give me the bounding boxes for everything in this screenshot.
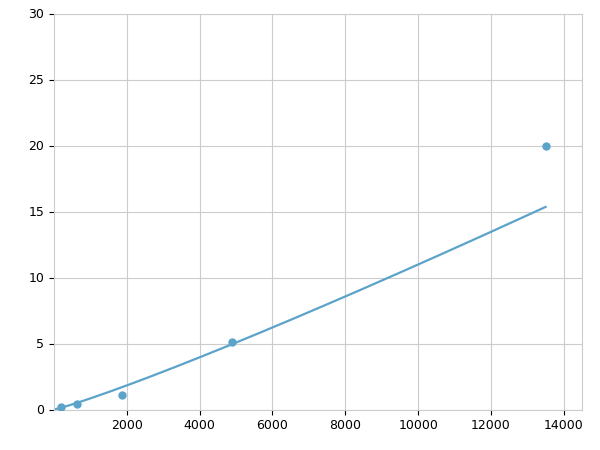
Point xyxy=(227,338,236,346)
Point xyxy=(118,392,127,399)
Point xyxy=(541,142,550,149)
Point xyxy=(72,400,82,408)
Point xyxy=(56,403,66,410)
